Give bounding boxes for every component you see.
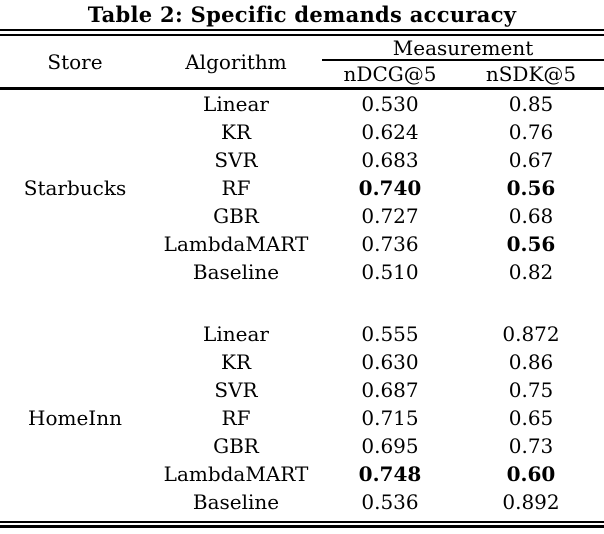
store-label: HomeInn [28, 406, 122, 430]
col-header-ndcg5: nDCG@5 [343, 62, 437, 86]
section-separator [0, 286, 604, 320]
table-row: Linear 0.530 0.85 [0, 90, 604, 118]
table-row: LambdaMART 0.736 0.56 [0, 230, 604, 258]
store-cell [0, 258, 150, 286]
nsdk-cell: 0.60 [506, 462, 556, 486]
ndcg-cell: 0.748 [358, 462, 422, 486]
nsdk-cell: 0.56 [506, 232, 556, 256]
ndcg-cell: 0.683 [361, 148, 419, 172]
nsdk-cell: 0.56 [506, 176, 556, 200]
nsdk-cell: 0.75 [508, 378, 554, 402]
algorithm-cell: Baseline [192, 490, 280, 514]
store-cell [0, 118, 150, 146]
nsdk-cell: 0.872 [502, 322, 560, 346]
ndcg-cell: 0.736 [361, 232, 419, 256]
store-cell [0, 348, 150, 376]
ndcg-cell: 0.530 [361, 92, 419, 116]
algorithm-cell: SVR [214, 378, 258, 402]
nsdk-cell: 0.67 [508, 148, 554, 172]
algorithm-cell: Linear [203, 322, 269, 346]
section-homeinn: Linear 0.555 0.872 KR 0.630 0.86 SVR 0.6… [0, 320, 604, 516]
nsdk-cell: 0.82 [508, 260, 554, 284]
ndcg-cell: 0.715 [361, 406, 419, 430]
ndcg-cell: 0.555 [361, 322, 419, 346]
algorithm-cell: RF [221, 176, 251, 200]
col-header-store: Store [47, 49, 103, 74]
store-cell [0, 460, 150, 488]
store-label: Starbucks [23, 176, 127, 200]
table-row: Linear 0.555 0.872 [0, 320, 604, 348]
ndcg-cell: 0.727 [361, 204, 419, 228]
ndcg-cell: 0.687 [361, 378, 419, 402]
nsdk-cell: 0.892 [502, 490, 560, 514]
table-caption: Table 2: Specific demands accuracy [87, 2, 517, 27]
table-row: Baseline 0.536 0.892 [0, 488, 604, 516]
section-starbucks: Linear 0.530 0.85 KR 0.624 0.76 SVR 0.68… [0, 90, 604, 286]
store-cell [0, 146, 150, 174]
table-row: GBR 0.695 0.73 [0, 432, 604, 460]
bottom-double-rule [0, 521, 604, 528]
algorithm-cell: SVR [214, 148, 258, 172]
table-row: SVR 0.687 0.75 [0, 376, 604, 404]
table-row: GBR 0.727 0.68 [0, 202, 604, 230]
nsdk-cell: 0.65 [508, 406, 554, 430]
algorithm-cell: LambdaMART [163, 462, 309, 486]
col-header-nsdk5: nSDK@5 [485, 62, 577, 86]
store-cell [0, 202, 150, 230]
ndcg-cell: 0.536 [361, 490, 419, 514]
ndcg-cell: 0.624 [361, 120, 419, 144]
store-cell [0, 376, 150, 404]
algorithm-cell: GBR [213, 434, 259, 458]
table-row: Baseline 0.510 0.82 [0, 258, 604, 286]
ndcg-cell: 0.695 [361, 434, 419, 458]
store-cell [0, 90, 150, 118]
store-cell [0, 230, 150, 258]
algorithm-cell: LambdaMART [163, 232, 309, 256]
algorithm-cell: KR [221, 350, 251, 374]
nsdk-cell: 0.73 [508, 434, 554, 458]
table-row: HomeInn RF 0.715 0.65 [0, 404, 604, 432]
top-double-rule [0, 29, 604, 36]
table-row: Starbucks RF 0.740 0.56 [0, 174, 604, 202]
col-header-algorithm: Algorithm [185, 49, 287, 74]
store-cell [0, 432, 150, 460]
table-header: Store Algorithm Measurement nDCG@5 nSDK@… [0, 36, 604, 87]
nsdk-cell: 0.86 [508, 350, 554, 374]
table-row: LambdaMART 0.748 0.60 [0, 460, 604, 488]
algorithm-cell: RF [221, 406, 251, 430]
nsdk-cell: 0.85 [508, 92, 554, 116]
col-header-measurement: Measurement [322, 36, 604, 61]
ndcg-cell: 0.740 [358, 176, 422, 200]
store-cell [0, 488, 150, 516]
algorithm-cell: GBR [213, 204, 259, 228]
table-row: KR 0.624 0.76 [0, 118, 604, 146]
table-row: KR 0.630 0.86 [0, 348, 604, 376]
ndcg-cell: 0.630 [361, 350, 419, 374]
table-row: SVR 0.683 0.67 [0, 146, 604, 174]
nsdk-cell: 0.76 [508, 120, 554, 144]
nsdk-cell: 0.68 [508, 204, 554, 228]
algorithm-cell: Linear [203, 92, 269, 116]
algorithm-cell: KR [221, 120, 251, 144]
algorithm-cell: Baseline [192, 260, 280, 284]
ndcg-cell: 0.510 [361, 260, 419, 284]
store-cell [0, 320, 150, 348]
header-rule [0, 87, 604, 90]
